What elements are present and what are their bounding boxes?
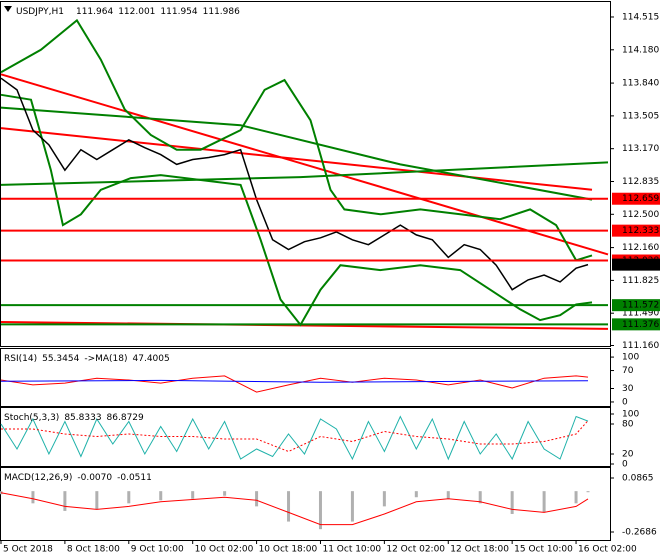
x-tick-label: 12 Oct 02:00: [386, 545, 445, 555]
y-tick-label: 112.160: [622, 243, 659, 253]
indicator-line: [0, 415, 589, 461]
histogram-bar: [191, 491, 195, 499]
histogram-bar: [542, 491, 546, 513]
indicator-line: [1, 420, 589, 453]
x-tick-label: 11 Oct 10:00: [322, 545, 381, 555]
x-tick-label: 10 Oct 02:00: [195, 545, 254, 555]
y-tick-label: 100: [622, 410, 639, 420]
histogram-bar: [318, 491, 322, 530]
y-tick-label: 30: [622, 384, 634, 394]
histogram-bar: [95, 491, 99, 510]
header-part: ->MA(18): [84, 354, 127, 364]
y-tick-label: 113.840: [622, 79, 659, 89]
header-part: Stoch(5,3,3): [4, 413, 59, 423]
histogram-bar: [446, 491, 450, 499]
price-tag: [612, 318, 660, 331]
header-part: 85.8333: [64, 413, 101, 423]
panel-header: MACD(12,26,9) -0.0070 -0.0511: [4, 473, 152, 483]
price-tag: [612, 192, 660, 205]
x-tick-label: 15 Oct 10:00: [514, 545, 573, 555]
header-part: 112.001: [118, 7, 155, 17]
x-tick-label: 16 Oct 02:00: [578, 545, 637, 555]
current-price-label: 111.986: [622, 260, 659, 270]
y-tick-label: 80: [622, 420, 634, 430]
y-tick-label: 111.160: [622, 341, 659, 351]
y-tick-label: 20: [622, 450, 634, 460]
indicator-line: [0, 127, 593, 191]
y-tick-label: 70: [622, 366, 634, 376]
header-part: 86.8729: [107, 413, 144, 423]
y-tick-label: 100: [622, 353, 639, 363]
x-tick-label: 12 Oct 18:00: [450, 545, 509, 555]
y-tick-label: 111.825: [622, 276, 659, 286]
x-tick-label: 8 Oct 18:00: [67, 545, 120, 555]
indicator-line: [0, 492, 589, 526]
header-part: 111.954: [160, 7, 197, 17]
header-part: -0.0511: [117, 473, 152, 483]
panel-frame: [0, 1, 611, 347]
header-part: 111.986: [203, 7, 240, 17]
price-tag-label: 111.376: [622, 320, 659, 330]
histogram-bar: [223, 491, 227, 496]
header-part: MACD(12,26,9): [4, 473, 72, 483]
y-tick-label: 112.835: [622, 177, 659, 187]
header-part: 47.4005: [133, 354, 170, 364]
x-tick-label: 10 Oct 18:00: [259, 545, 318, 555]
y-tick-label: 0: [622, 397, 628, 407]
header-part: -0.0070: [77, 473, 112, 483]
panel-header: RSI(14) 55.3454 ->MA(18) 47.4005: [4, 354, 170, 364]
price-tag: [612, 224, 660, 237]
indicator-line: [0, 161, 609, 186]
y-tick-label: 0: [622, 460, 628, 470]
histogram-bar: [31, 491, 35, 504]
histogram-bar: [478, 491, 482, 504]
price-tag-label: 111.572: [622, 301, 659, 311]
indicator-line: [0, 93, 593, 327]
indicator-line: [0, 106, 593, 201]
current-price-tag: [612, 258, 660, 271]
header-part: RSI(14): [4, 354, 37, 364]
header-part: USDJPY,H1: [16, 7, 64, 17]
price-tag: [612, 299, 660, 312]
panel-frame: [0, 348, 611, 407]
histogram-bar: [159, 491, 163, 501]
menu-arrow: [4, 6, 12, 12]
price-tag-label: 112.333: [622, 226, 659, 236]
panel-frame: [0, 467, 611, 541]
panel-header: USDJPY,H1 111.964 112.001 111.954 111.986: [16, 7, 240, 17]
indicator-line: [0, 321, 609, 330]
header-part: 55.3454: [42, 354, 79, 364]
indicator-line: [0, 73, 609, 256]
panel-header: Stoch(5,3,3) 85.8333 86.8729: [4, 413, 144, 423]
histogram-bar: [586, 491, 590, 493]
y-tick-label: 112.500: [622, 210, 659, 220]
indicator-line: [0, 379, 589, 383]
y-tick-label: 113.170: [622, 144, 659, 154]
histogram-bar: [287, 491, 291, 522]
panel-frame: [0, 407, 611, 467]
histogram-bar: [350, 491, 354, 522]
y-tick-label: 111.490: [622, 309, 659, 319]
y-tick-label: 114.515: [622, 12, 659, 22]
x-tick-label: 5 Oct 2018: [3, 545, 53, 555]
header-part: 111.964: [76, 7, 113, 17]
histogram-bar: [63, 491, 67, 511]
y-tick-label: 114.180: [622, 45, 659, 55]
indicator-line: [0, 77, 589, 291]
histogram-bar: [255, 491, 259, 507]
indicator-line: [0, 18, 593, 262]
y-tick-label: 0.0865: [622, 474, 654, 484]
histogram-bar: [382, 491, 386, 507]
histogram-bar: [414, 491, 418, 498]
histogram-bar: [510, 491, 514, 514]
y-tick-label: 113.505: [622, 111, 659, 121]
y-tick-label: -0.2686: [622, 528, 657, 538]
histogram-bar: [574, 491, 578, 504]
histogram-bar: [127, 491, 131, 504]
price-tag-label: 112.659: [622, 194, 659, 204]
x-tick-label: 9 Oct 10:00: [131, 545, 184, 555]
